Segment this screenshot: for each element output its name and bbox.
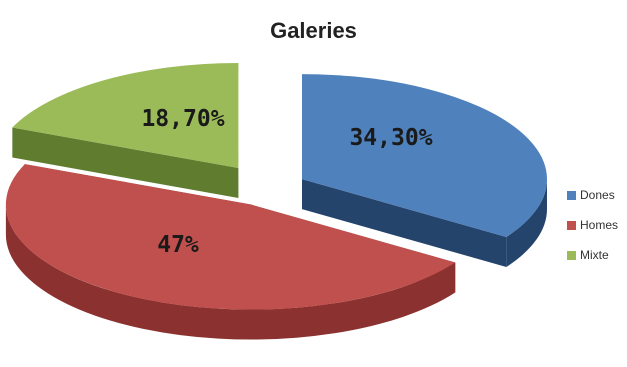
slice-face-dones-1 <box>301 179 507 267</box>
slice-mixte <box>12 63 239 199</box>
data-label-homes: 47% <box>157 232 199 258</box>
legend-item-mixte: Mixte <box>567 245 625 265</box>
slice-side-dones <box>506 179 547 267</box>
slice-face-mixte-0 <box>12 127 239 199</box>
slice-top-homes <box>5 164 456 310</box>
slice-side-homes <box>5 204 456 340</box>
legend-swatch-mixte <box>567 250 576 260</box>
data-label-mixte: 18,70% <box>141 106 224 132</box>
slice-top-mixte <box>12 63 239 169</box>
slice-dones <box>301 74 547 267</box>
slice-homes <box>5 164 456 340</box>
legend-label-mixte: Mixte <box>580 248 609 262</box>
legend-item-dones: Dones <box>567 185 625 205</box>
legend-label-homes: Homes <box>580 218 619 232</box>
legend-swatch-dones <box>567 190 576 200</box>
legend-item-homes: Homes <box>567 215 625 235</box>
legend-label-dones: Dones <box>580 188 615 202</box>
legend: Dones Homes Mixte <box>567 185 625 275</box>
data-label-dones: 34,30% <box>349 125 432 151</box>
legend-swatch-homes <box>567 220 576 230</box>
chart-title: Galeries <box>270 18 357 43</box>
slice-top-dones <box>301 74 547 237</box>
